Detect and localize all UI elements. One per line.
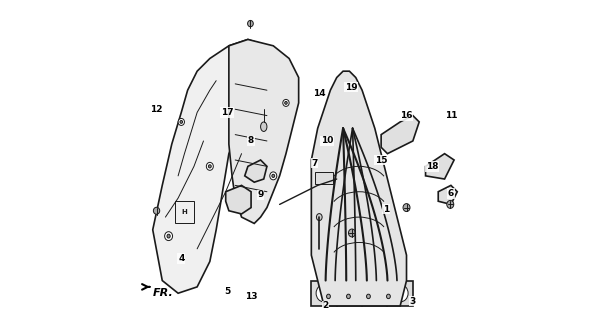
Text: 3: 3 (410, 297, 416, 306)
Polygon shape (152, 39, 289, 293)
Text: 18: 18 (426, 162, 438, 171)
Text: 1: 1 (382, 205, 389, 214)
Text: 16: 16 (400, 111, 413, 120)
Text: 13: 13 (245, 292, 257, 301)
Text: 7: 7 (311, 159, 318, 168)
Ellipse shape (342, 284, 357, 302)
Text: 5: 5 (224, 287, 231, 296)
Ellipse shape (206, 162, 213, 170)
Ellipse shape (317, 214, 322, 220)
Polygon shape (245, 160, 267, 182)
Ellipse shape (392, 284, 408, 302)
Text: 9: 9 (257, 190, 264, 199)
Polygon shape (311, 71, 406, 306)
Text: 17: 17 (221, 108, 234, 117)
Ellipse shape (403, 204, 410, 212)
Polygon shape (426, 154, 454, 179)
Ellipse shape (272, 174, 274, 178)
Ellipse shape (270, 172, 277, 180)
Text: 11: 11 (445, 111, 457, 120)
Polygon shape (438, 185, 458, 204)
Ellipse shape (153, 207, 160, 214)
Ellipse shape (367, 294, 370, 299)
Polygon shape (226, 185, 251, 214)
Ellipse shape (248, 20, 253, 27)
Text: 8: 8 (248, 136, 254, 146)
Ellipse shape (180, 121, 182, 124)
Polygon shape (381, 116, 419, 154)
Text: 19: 19 (345, 83, 357, 92)
FancyBboxPatch shape (315, 172, 332, 184)
Ellipse shape (167, 234, 170, 238)
Ellipse shape (316, 284, 332, 302)
Text: 14: 14 (313, 89, 326, 98)
Polygon shape (362, 281, 387, 306)
Ellipse shape (178, 118, 184, 125)
Polygon shape (311, 281, 337, 306)
Polygon shape (337, 281, 362, 306)
Ellipse shape (165, 232, 173, 241)
Ellipse shape (387, 294, 390, 299)
Ellipse shape (209, 165, 211, 168)
Polygon shape (387, 281, 413, 306)
Ellipse shape (326, 294, 331, 299)
Text: 10: 10 (321, 136, 334, 146)
Ellipse shape (447, 200, 454, 208)
Ellipse shape (367, 284, 382, 302)
Text: 15: 15 (375, 156, 387, 164)
Ellipse shape (285, 101, 287, 104)
Text: FR.: FR. (152, 288, 173, 298)
Ellipse shape (348, 229, 356, 237)
Ellipse shape (283, 100, 289, 106)
Text: 2: 2 (323, 301, 329, 310)
Ellipse shape (260, 122, 267, 132)
Text: 4: 4 (178, 254, 184, 263)
Polygon shape (229, 39, 299, 223)
Text: 12: 12 (149, 105, 162, 114)
Ellipse shape (346, 294, 350, 299)
Text: H: H (182, 209, 187, 215)
Text: 6: 6 (448, 189, 454, 198)
